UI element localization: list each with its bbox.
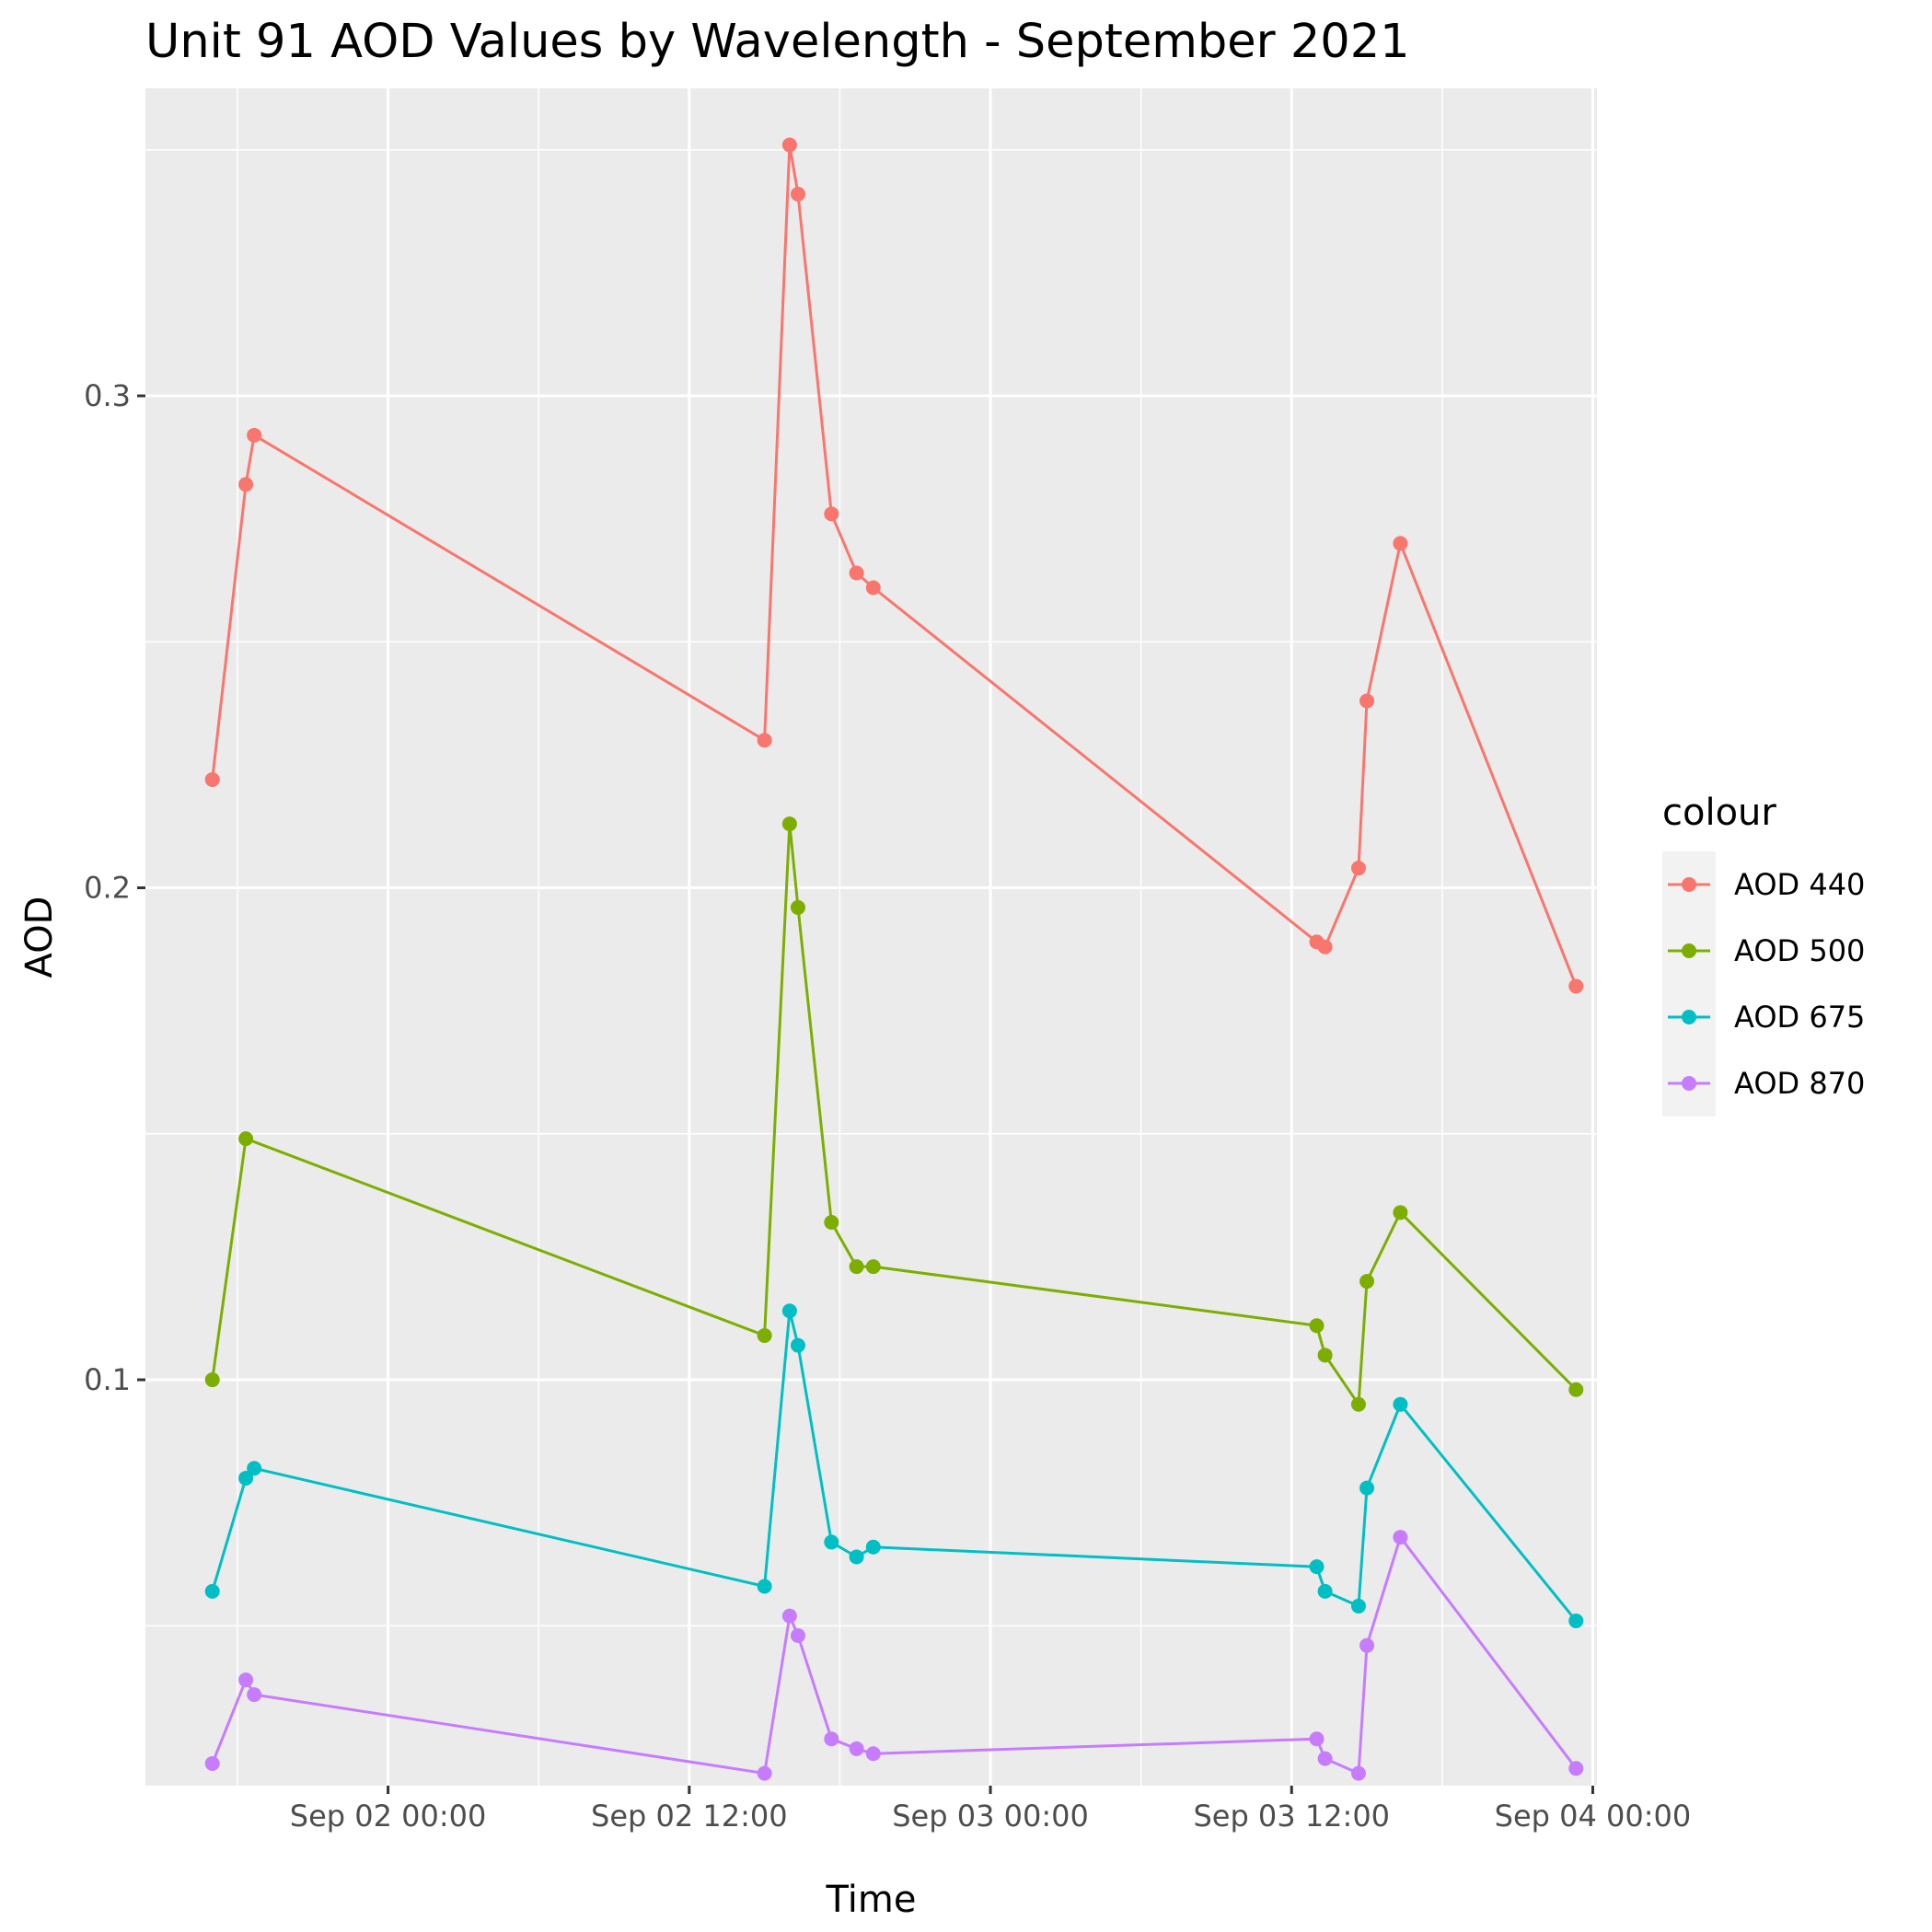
- data-point: [865, 1259, 881, 1275]
- y-tick-label: 0.1: [84, 1362, 131, 1397]
- x-tick-label: Sep 03 00:00: [892, 1799, 1089, 1834]
- data-point: [1393, 536, 1408, 551]
- axes: 0.1 0.2 0.3 Sep 02 00:00 Sep 02 12:00 Sep 03 …: [84, 378, 1691, 1834]
- data-point: [1393, 1205, 1408, 1221]
- data-point: [1359, 1480, 1375, 1496]
- data-point: [849, 1549, 864, 1565]
- data-point: [204, 1755, 220, 1771]
- data-point: [1317, 939, 1333, 954]
- data-point: [849, 1259, 864, 1275]
- data-point: [1317, 1751, 1333, 1766]
- data-point: [824, 1731, 839, 1747]
- legend-key-point: [1682, 877, 1696, 892]
- x-tick-label: Sep 02 12:00: [591, 1799, 788, 1834]
- data-point: [1568, 1761, 1584, 1776]
- data-point: [1393, 1396, 1408, 1412]
- data-point: [849, 1741, 864, 1756]
- legend-label: AOD 870: [1734, 1066, 1865, 1101]
- data-point: [1317, 1583, 1333, 1599]
- legend-key-point: [1682, 1010, 1696, 1024]
- gridlines: [145, 88, 1597, 1786]
- legend: colour AOD 440 AOD 500 AOD 675 AOD 870: [1662, 792, 1865, 1116]
- data-point: [790, 186, 805, 202]
- data-point: [781, 137, 797, 153]
- x-tick-label: Sep 02 00:00: [290, 1799, 487, 1834]
- data-point: [238, 1131, 254, 1147]
- series-aod-870: [204, 1530, 1584, 1781]
- series-aod-440: [204, 137, 1584, 994]
- data-point: [757, 1327, 772, 1343]
- data-point: [790, 1337, 805, 1353]
- data-point: [1317, 1348, 1333, 1363]
- data-point: [247, 1461, 262, 1476]
- legend-key-point: [1682, 1076, 1696, 1091]
- data-point: [1568, 1613, 1584, 1628]
- data-point: [1359, 1637, 1375, 1653]
- chart-title: Unit 91 AOD Values by Wavelength - Septe…: [145, 15, 1410, 69]
- legend-label: AOD 440: [1734, 867, 1865, 902]
- data-point: [1350, 861, 1366, 876]
- data-point: [790, 899, 805, 915]
- legend-label: AOD 675: [1734, 1000, 1865, 1035]
- legend-label: AOD 500: [1734, 933, 1865, 968]
- legend-title: colour: [1662, 792, 1776, 834]
- data-point: [1309, 1318, 1325, 1334]
- y-axis-title: AOD: [18, 897, 61, 978]
- data-point: [1309, 1559, 1325, 1575]
- data-point: [865, 1539, 881, 1555]
- x-tick-label: Sep 03 12:00: [1193, 1799, 1390, 1834]
- data-point: [238, 1470, 254, 1486]
- data-point: [757, 733, 772, 748]
- data-point: [824, 1534, 839, 1550]
- series-layer: [204, 137, 1584, 1781]
- data-point: [204, 1583, 220, 1599]
- data-point: [790, 1627, 805, 1643]
- x-axis-title: Time: [826, 1879, 917, 1921]
- data-point: [204, 1372, 220, 1388]
- data-point: [247, 427, 262, 443]
- data-point: [824, 506, 839, 522]
- data-point: [1359, 1274, 1375, 1290]
- data-point: [1350, 1765, 1366, 1781]
- legend-key-point: [1682, 943, 1696, 958]
- data-point: [238, 477, 254, 492]
- data-point: [1568, 978, 1584, 994]
- data-point: [1350, 1598, 1366, 1614]
- y-tick-label: 0.2: [84, 871, 131, 906]
- data-point: [238, 1672, 254, 1688]
- data-point: [1568, 1382, 1584, 1397]
- series-aod-500: [204, 816, 1584, 1412]
- series-line: [211, 823, 1578, 1409]
- data-point: [1350, 1396, 1366, 1412]
- series-aod-675: [204, 1303, 1584, 1628]
- data-point: [1359, 693, 1375, 709]
- plot-panel: [145, 88, 1597, 1786]
- data-point: [247, 1687, 262, 1703]
- data-point: [204, 771, 220, 787]
- x-tick-label: Sep 04 00:00: [1495, 1799, 1692, 1834]
- data-point: [781, 1608, 797, 1624]
- data-point: [781, 1303, 797, 1319]
- data-point: [865, 580, 881, 596]
- data-point: [865, 1746, 881, 1762]
- data-point: [781, 816, 797, 832]
- data-point: [1309, 1731, 1325, 1747]
- data-point: [824, 1215, 839, 1231]
- y-tick-label: 0.3: [84, 378, 131, 413]
- data-point: [849, 565, 864, 581]
- data-point: [1393, 1530, 1408, 1545]
- legend-key-background: [1662, 851, 1716, 1116]
- data-point: [757, 1765, 772, 1781]
- data-point: [757, 1579, 772, 1594]
